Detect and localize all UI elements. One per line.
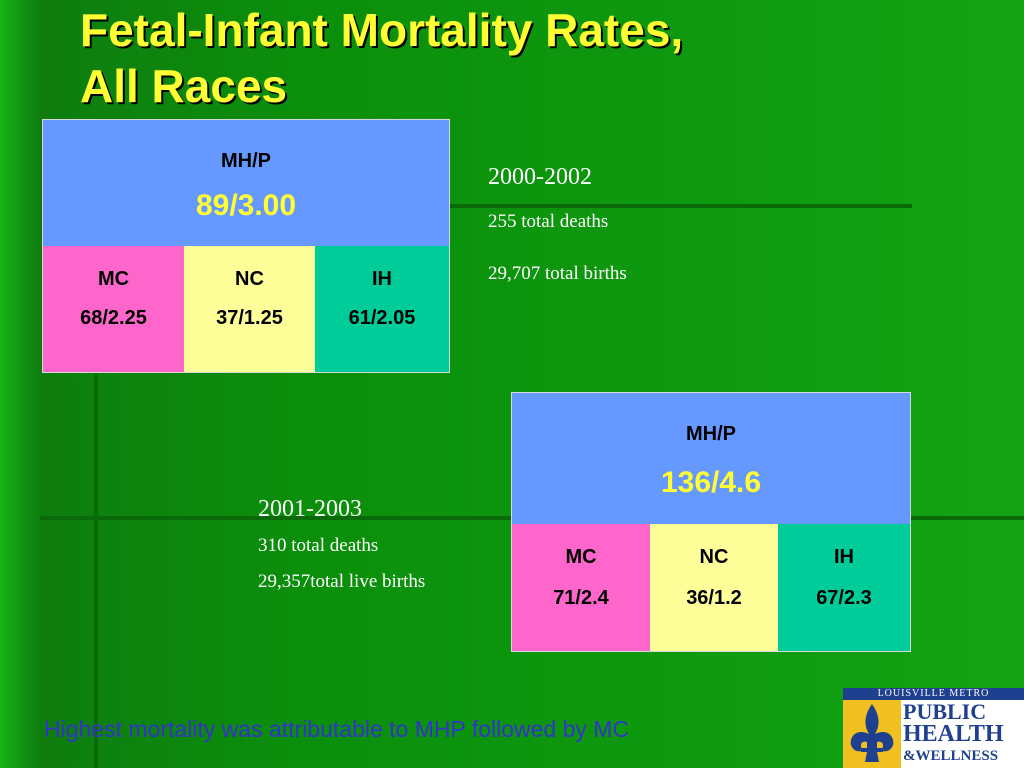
- mhp-label: MH/P: [686, 423, 736, 445]
- rates-table-2000-2002: MH/P 89/3.00 MC 68/2.25 NC 37/1.25 IH 61…: [42, 119, 450, 373]
- mhp-label: MH/P: [221, 150, 271, 172]
- logo-line3: &WELLNESS: [903, 748, 999, 764]
- nc-value: 37/1.25: [216, 307, 283, 329]
- background-glow: [0, 0, 40, 768]
- nc-value: 36/1.2: [686, 587, 742, 609]
- logo-line2: HEALTH: [903, 721, 1004, 747]
- mc-cell: MC 71/2.4: [512, 524, 650, 651]
- mhp-value: 89/3.00: [195, 189, 297, 222]
- mc-value: 68/2.25: [80, 307, 147, 329]
- footer-note: Highest mortality was attributable to MH…: [44, 716, 630, 742]
- total-deaths: 310 total deaths: [258, 535, 379, 556]
- mc-label: MC: [565, 546, 597, 568]
- ih-value: 67/2.3: [816, 587, 872, 609]
- nc-label: NC: [235, 268, 264, 290]
- nc-label: NC: [699, 546, 729, 568]
- ih-value: 61/2.05: [348, 307, 416, 329]
- ih-label: IH: [834, 546, 854, 568]
- mc-label: MC: [97, 268, 130, 290]
- rates-table-2001-2003: MH/P 136/4.6 MC 71/2.4 NC 36/1.2 IH 67/2…: [511, 392, 911, 652]
- mhp-cell: MH/P 89/3.00: [43, 120, 449, 246]
- mhp-value: 136/4.6: [660, 466, 762, 499]
- logo-top-text: LOUISVILLE METRO: [843, 688, 1024, 700]
- slide-title: Fetal-Infant Mortality Rates, All Races: [80, 2, 980, 114]
- total-births: 29,707 total births: [488, 263, 627, 284]
- logo-text: PUBLIC HEALTH &WELLNESS: [903, 700, 1024, 766]
- slide-title-line2: All Races: [80, 60, 288, 112]
- ih-label: IH: [372, 268, 392, 290]
- info-2000-2002: 2000-2002 255 total deaths 29,707 total …: [488, 164, 627, 285]
- total-births: 29,357total live births: [258, 571, 426, 592]
- ih-cell: IH 67/2.3: [778, 524, 910, 651]
- info-2001-2003: 2001-2003 310 total deaths 29,357total l…: [258, 496, 425, 593]
- mc-cell: MC 68/2.25: [43, 246, 184, 372]
- period-label: 2000-2002: [488, 164, 592, 190]
- divider-line: [94, 372, 98, 768]
- period-label: 2001-2003: [258, 496, 362, 522]
- mc-value: 71/2.4: [553, 587, 609, 609]
- slide-title-line1: Fetal-Infant Mortality Rates,: [80, 4, 684, 56]
- divider-line: [450, 204, 912, 208]
- nc-cell: NC 36/1.2: [650, 524, 778, 651]
- mhp-cell: MH/P 136/4.6: [512, 393, 910, 524]
- public-health-logo: LOUISVILLE METRO PUBLIC HEALTH &WELLNESS: [843, 688, 1024, 768]
- logo-line1: PUBLIC: [903, 699, 987, 724]
- total-deaths: 255 total deaths: [488, 211, 609, 232]
- ih-cell: IH 61/2.05: [315, 246, 449, 372]
- fleur-de-lis-icon: [843, 700, 901, 768]
- nc-cell: NC 37/1.25: [184, 246, 315, 372]
